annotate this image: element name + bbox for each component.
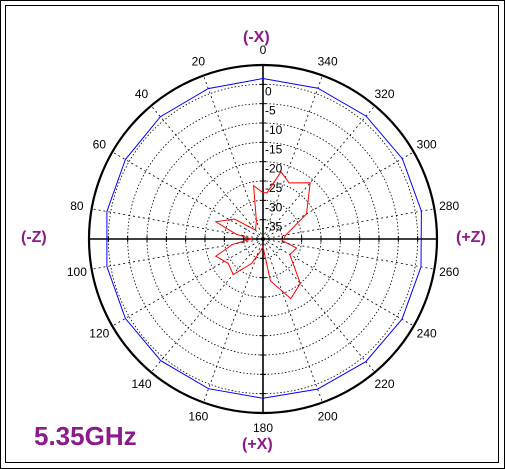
grid-spoke: [112, 238, 264, 327]
angle-tick-label: 240: [417, 327, 437, 341]
radial-tick-label: -10: [265, 123, 283, 137]
angle-tick-label: 180: [253, 421, 273, 435]
direction-label-bottom: (+X): [242, 436, 273, 453]
direction-label-right: (+Z): [456, 229, 486, 246]
radial-tick-label: -15: [265, 142, 283, 156]
grid-spoke: [262, 151, 414, 240]
angle-tick-label: 200: [318, 410, 338, 424]
grid-spoke: [91, 208, 264, 240]
angle-tick-label: 280: [439, 199, 459, 213]
direction-label-top: (-X): [243, 29, 270, 46]
radial-tick-label: 0: [265, 84, 272, 98]
angle-tick-label: 340: [318, 54, 338, 68]
radial-tick-label: -25: [265, 181, 283, 195]
grid-spoke: [203, 75, 264, 240]
grid-spoke: [262, 238, 323, 403]
angle-tick-label: 20: [192, 54, 206, 68]
chart-inner-border: [5, 5, 499, 463]
grid-spoke: [262, 105, 376, 240]
angle-tick-label: 80: [70, 199, 84, 213]
radial-tick-label: -20: [265, 162, 283, 176]
radial-tick-label: -35: [265, 220, 283, 234]
grid-spoke: [262, 238, 376, 373]
angle-tick-label: 140: [131, 377, 151, 391]
angle-tick-label: 40: [135, 87, 149, 101]
grid-spoke: [262, 238, 435, 270]
angle-tick-label: 120: [89, 327, 109, 341]
direction-label-left: (-Z): [21, 229, 47, 246]
grid-spoke: [203, 238, 264, 403]
series-line-2: [214, 170, 311, 300]
radial-tick-label: -5: [265, 104, 276, 118]
angle-tick-label: 0: [260, 43, 267, 57]
radial-tick-label: -30: [265, 200, 283, 214]
grid-spoke: [150, 238, 264, 373]
angle-tick-label: 320: [374, 87, 394, 101]
grid-spoke: [91, 238, 264, 270]
angle-tick-label: 160: [188, 410, 208, 424]
angle-tick-label: 300: [417, 138, 437, 152]
angle-tick-label: 60: [93, 138, 107, 152]
grid-spoke: [262, 238, 414, 327]
grid-spoke: [262, 208, 435, 240]
grid-spoke: [150, 105, 264, 240]
grid-spoke: [112, 151, 264, 240]
angle-tick-label: 220: [374, 377, 394, 391]
grid-spoke: [262, 75, 323, 240]
angle-tick-label: 260: [439, 265, 459, 279]
angle-tick-label: 100: [67, 265, 87, 279]
series-line-1: [106, 77, 422, 399]
frequency-label: 5.35GHz: [34, 421, 137, 451]
